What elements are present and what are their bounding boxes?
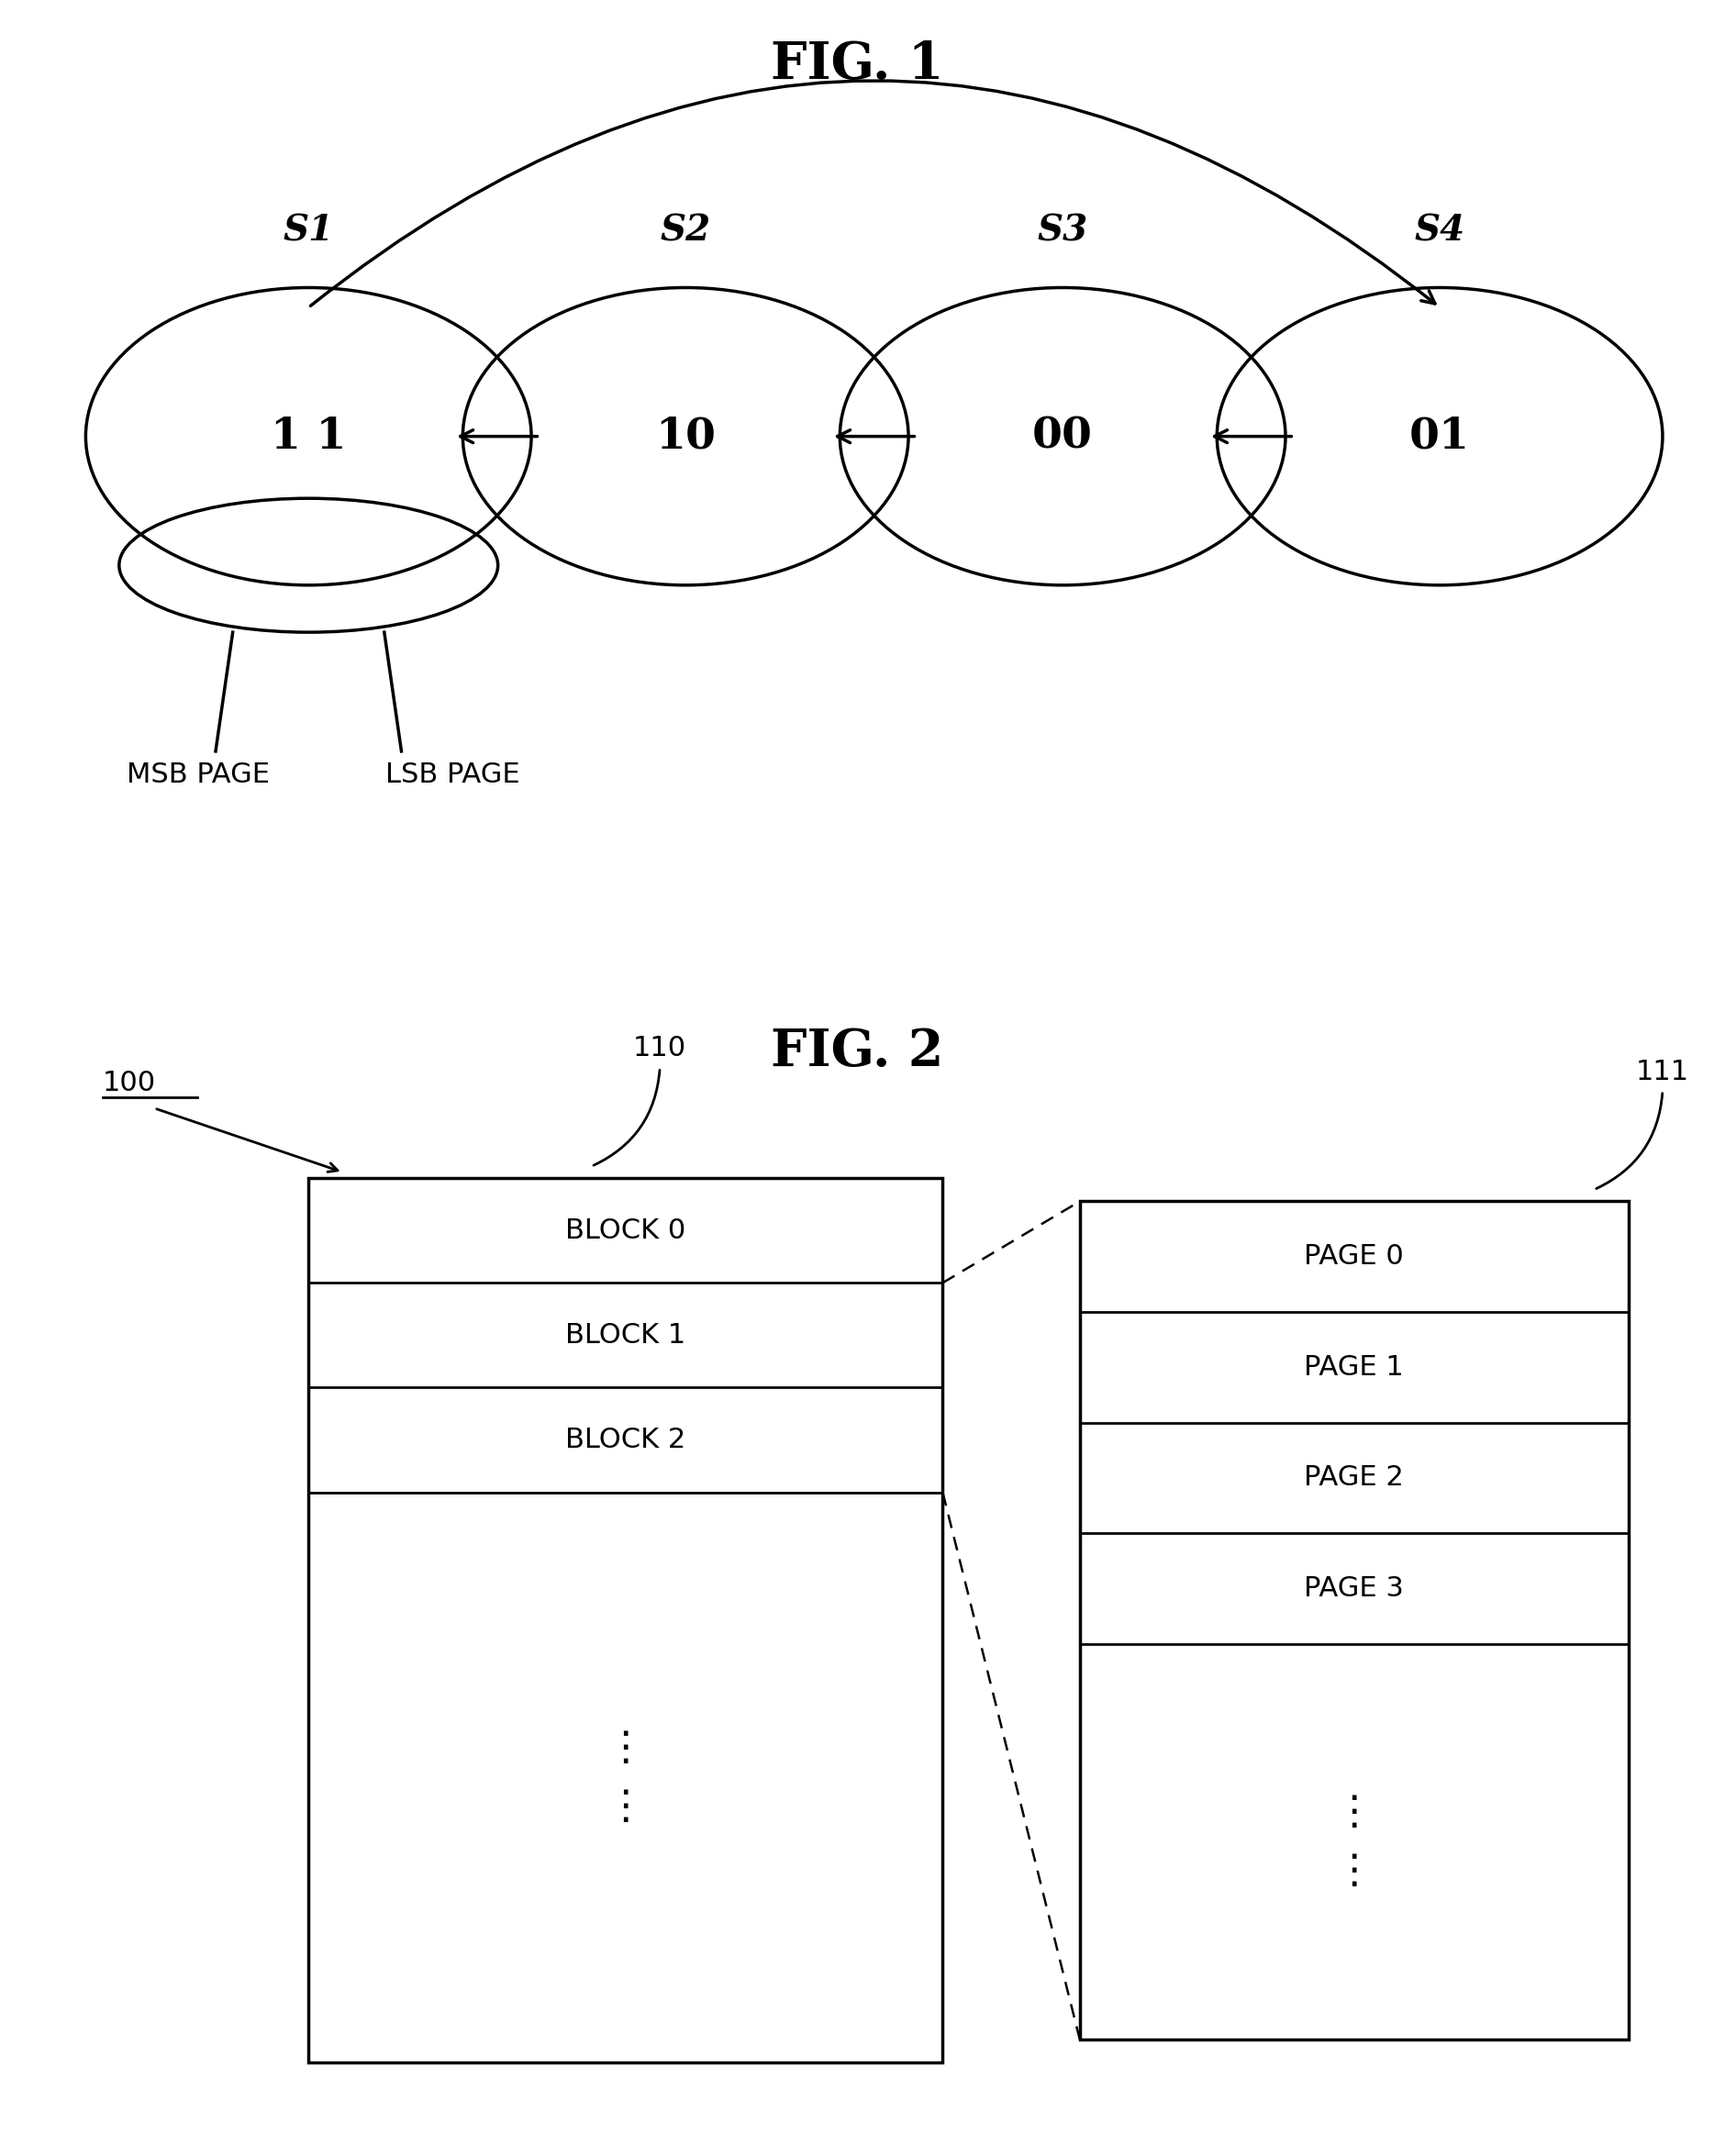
Text: ⋮: ⋮ (605, 1787, 646, 1826)
Text: ⋮: ⋮ (1333, 1794, 1375, 1833)
Text: 10: 10 (655, 416, 716, 457)
Text: ⋮: ⋮ (605, 1729, 646, 1768)
Text: FIG. 1: FIG. 1 (771, 39, 943, 91)
Text: 1 1: 1 1 (271, 416, 346, 457)
Text: FIG. 2: FIG. 2 (771, 1026, 943, 1078)
Text: PAGE 0: PAGE 0 (1304, 1244, 1404, 1270)
Text: S3: S3 (1037, 213, 1088, 248)
Text: S2: S2 (660, 213, 711, 248)
Text: 110: 110 (632, 1035, 687, 1061)
Bar (1080, 1201, 1628, 2040)
Bar (309, 1177, 943, 2063)
Text: BLOCK 2: BLOCK 2 (566, 1427, 686, 1453)
Text: PAGE 3: PAGE 3 (1304, 1576, 1404, 1602)
Text: PAGE 1: PAGE 1 (1304, 1354, 1404, 1380)
Text: MSB PAGE: MSB PAGE (127, 761, 271, 787)
Text: 01: 01 (1409, 416, 1471, 457)
Text: PAGE 2: PAGE 2 (1304, 1464, 1404, 1492)
Text: ⋮: ⋮ (1333, 1852, 1375, 1891)
Text: 111: 111 (1635, 1059, 1690, 1084)
Text: BLOCK 1: BLOCK 1 (566, 1322, 686, 1348)
Text: BLOCK 0: BLOCK 0 (566, 1218, 686, 1244)
Text: S1: S1 (283, 213, 334, 248)
Text: LSB PAGE: LSB PAGE (386, 761, 519, 787)
Text: S4: S4 (1414, 213, 1465, 248)
Text: 100: 100 (103, 1069, 156, 1097)
Text: 00: 00 (1032, 416, 1094, 457)
